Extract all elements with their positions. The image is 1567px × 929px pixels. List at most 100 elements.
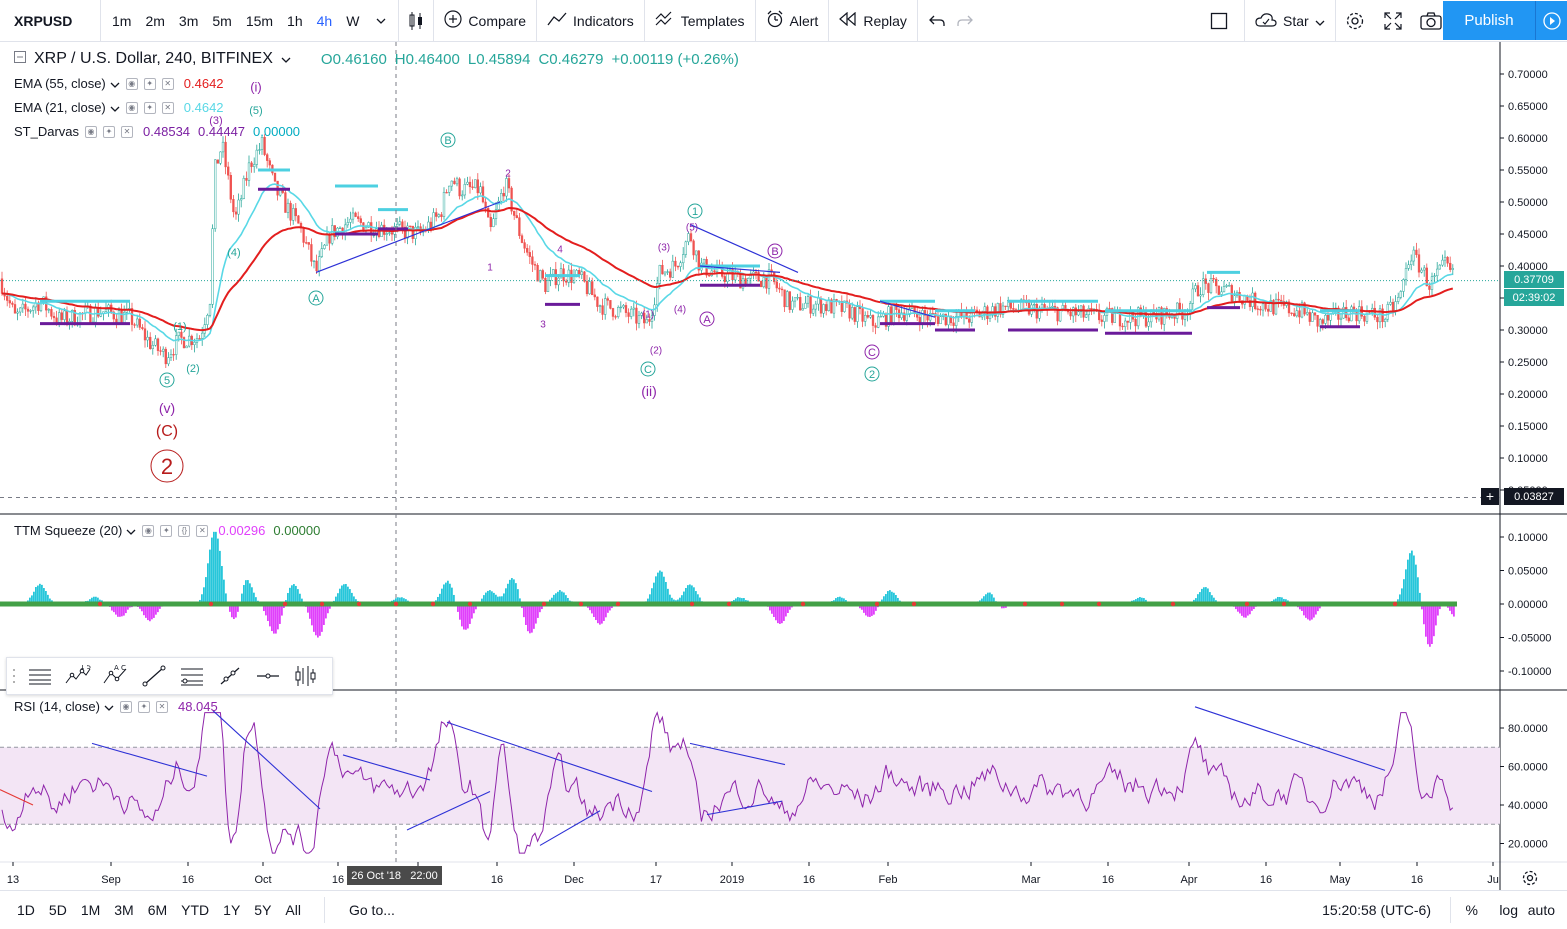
gear-icon[interactable]: ✦ xyxy=(143,101,156,114)
eye-icon[interactable]: ◉ xyxy=(125,101,138,114)
ray-icon[interactable] xyxy=(211,658,249,694)
chevron-down-icon[interactable] xyxy=(126,523,136,538)
timeframe-3m[interactable]: 3m xyxy=(178,12,199,29)
range-6M[interactable]: 6M xyxy=(147,902,168,918)
timeframe-1h[interactable]: 1h xyxy=(287,12,303,29)
candle-body xyxy=(900,312,903,319)
series-title[interactable]: XRP / U.S. Dollar, 240, BITFINEX xyxy=(34,50,273,67)
eye-icon[interactable]: ◉ xyxy=(125,77,138,90)
compare-button[interactable]: Compare xyxy=(434,0,536,42)
fib-retracement-icon[interactable] xyxy=(173,658,211,694)
gear-icon[interactable] xyxy=(1521,869,1539,890)
range-YTD[interactable]: YTD xyxy=(181,902,210,918)
symbol-search[interactable]: XRPUSD xyxy=(14,12,73,29)
ohlc-high: H0.46400 xyxy=(394,50,460,68)
code-icon[interactable]: {} xyxy=(178,524,191,537)
squeeze-bar xyxy=(439,593,441,604)
chevron-down-icon[interactable] xyxy=(110,76,120,91)
drag-handle-icon[interactable] xyxy=(7,658,21,694)
chart-canvas[interactable]: 0.70000 0.65000 0.60000 0.55000 0.50000 0.450… xyxy=(0,42,1567,890)
divider xyxy=(323,897,325,923)
elliott-wave-12345-icon[interactable]: 1 5 xyxy=(59,658,97,694)
indicator-name[interactable]: RSI (14, close) xyxy=(14,699,100,714)
range-1D[interactable]: 1D xyxy=(17,902,35,918)
alert-button[interactable]: Alert xyxy=(756,0,829,42)
candle-body xyxy=(1191,288,1194,304)
close-icon[interactable]: ✕ xyxy=(155,700,168,713)
rsi-legend[interactable]: RSI (14, close) ◉ ✦ ✕ 48.045 xyxy=(14,699,218,714)
gear-icon[interactable]: ✦ xyxy=(160,524,173,537)
timeframe-5m[interactable]: 5m xyxy=(212,12,232,29)
timeframe-4h[interactable]: 4h xyxy=(316,12,333,29)
star-button[interactable]: Star xyxy=(1245,0,1335,42)
squeeze-bar xyxy=(1201,588,1203,604)
camera-icon[interactable] xyxy=(1420,10,1442,32)
indicator-name[interactable]: ST_Darvas xyxy=(14,124,80,139)
auto-toggle[interactable]: auto xyxy=(1527,902,1555,918)
indicator-name[interactable]: EMA (21, close) xyxy=(14,100,106,115)
candle-style-icon[interactable] xyxy=(405,10,427,32)
range-5Y[interactable]: 5Y xyxy=(254,902,272,918)
timeframe-1m[interactable]: 1m xyxy=(112,12,132,29)
close-icon[interactable]: ✕ xyxy=(196,524,209,537)
indicators-button[interactable]: Indicators xyxy=(537,0,644,42)
range-1Y[interactable]: 1Y xyxy=(223,902,241,918)
timeframe-15m[interactable]: 15m xyxy=(245,12,274,29)
candle-body xyxy=(502,193,505,197)
log-toggle[interactable]: log xyxy=(1499,902,1518,918)
range-All[interactable]: All xyxy=(285,902,301,918)
indicator-name[interactable]: EMA (55, close) xyxy=(14,76,106,91)
publish-button[interactable]: Publish xyxy=(1443,1,1535,40)
candle-body xyxy=(221,141,225,153)
close-icon[interactable]: ✕ xyxy=(161,101,174,114)
replay-button[interactable]: Replay xyxy=(829,0,917,42)
eye-icon[interactable]: ◉ xyxy=(142,524,155,537)
layout-square-icon[interactable] xyxy=(1208,10,1230,32)
elliott-wave-abc-icon[interactable]: A C xyxy=(97,658,135,694)
ema55-legend[interactable]: EMA (55, close) ◉ ✦ ✕ 0.4642 xyxy=(14,76,224,91)
gear-icon[interactable]: ✦ xyxy=(137,700,150,713)
eye-icon[interactable]: ◉ xyxy=(119,700,132,713)
templates-button[interactable]: Templates xyxy=(645,0,755,42)
candle-body xyxy=(622,305,625,308)
squeeze-bar xyxy=(269,604,271,627)
rewind-icon xyxy=(839,11,857,29)
fullscreen-icon[interactable] xyxy=(1382,10,1404,32)
close-icon[interactable]: ✕ xyxy=(121,125,134,138)
timeframe-W[interactable]: W xyxy=(346,12,360,29)
plus-icon[interactable]: + xyxy=(1481,488,1499,505)
squeeze-bar xyxy=(659,570,661,604)
horizontal-line-icon[interactable] xyxy=(249,658,287,694)
gear-icon[interactable]: ✦ xyxy=(103,125,116,138)
indicator-name[interactable]: TTM Squeeze (20) xyxy=(14,523,123,538)
chevron-down-icon[interactable] xyxy=(104,699,114,714)
range-3M[interactable]: 3M xyxy=(114,902,134,918)
squeeze-bar xyxy=(1213,597,1215,604)
percent-toggle[interactable]: % xyxy=(1465,902,1478,918)
eye-icon[interactable]: ◉ xyxy=(85,125,98,138)
range-5D[interactable]: 5D xyxy=(48,902,67,918)
squeeze-on-dot xyxy=(1059,601,1065,607)
trend-line-icon[interactable] xyxy=(135,658,173,694)
chevron-down-icon[interactable] xyxy=(281,50,291,68)
goto-button[interactable]: Go to... xyxy=(348,902,395,918)
timeframe-2m[interactable]: 2m xyxy=(145,12,165,29)
range-1M[interactable]: 1M xyxy=(80,902,101,918)
undo-icon[interactable] xyxy=(926,10,948,32)
squeeze-legend[interactable]: TTM Squeeze (20) ◉ ✦ {} ✕ 0.00296 0.00000 xyxy=(14,523,320,538)
chevron-down-icon[interactable] xyxy=(370,10,392,32)
close-icon[interactable]: ✕ xyxy=(161,77,174,90)
play-circle-icon[interactable] xyxy=(1535,1,1567,40)
ema21-legend[interactable]: EMA (21, close) ◉ ✦ ✕ 0.4642 xyxy=(14,100,224,115)
collapse-icon[interactable] xyxy=(14,50,26,68)
gear-icon[interactable] xyxy=(1344,10,1366,32)
bars-pattern-icon[interactable] xyxy=(287,658,325,694)
chevron-down-icon[interactable] xyxy=(110,100,120,115)
darvas-legend[interactable]: ST_Darvas ◉ ✦ ✕ 0.48534 0.44447 0.00000 xyxy=(14,124,300,139)
candle-body xyxy=(809,296,812,314)
redo-icon[interactable] xyxy=(954,10,976,32)
horizontal-lines-icon[interactable] xyxy=(21,658,59,694)
clock[interactable]: 15:20:58 (UTC-6) xyxy=(1322,902,1431,918)
squeeze-bar xyxy=(991,594,993,604)
gear-icon[interactable]: ✦ xyxy=(143,77,156,90)
